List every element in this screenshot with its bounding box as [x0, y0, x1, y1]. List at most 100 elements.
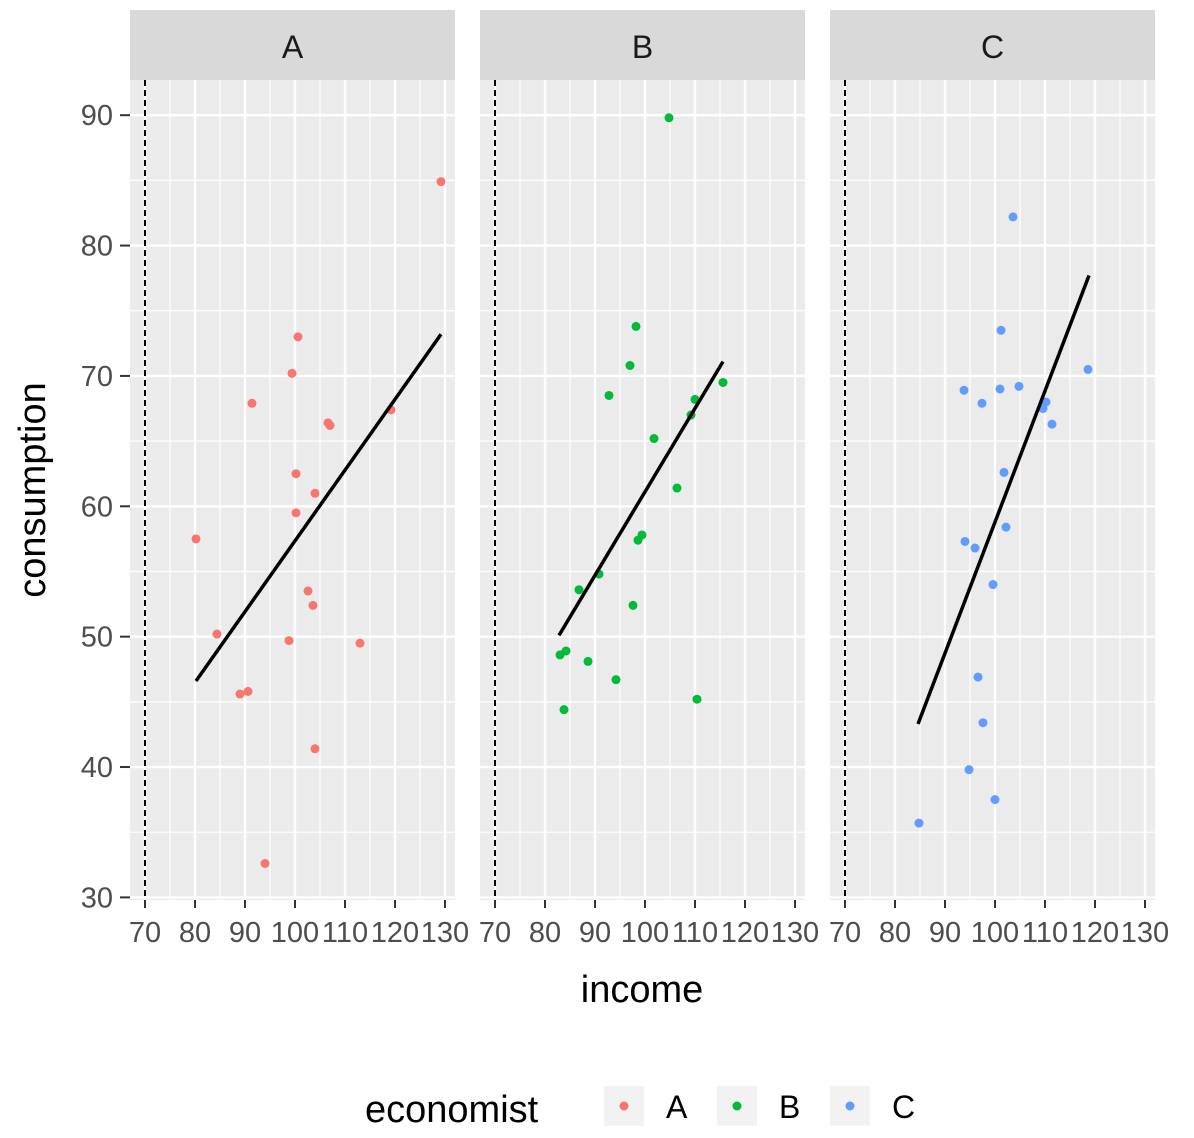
x-tick-label: 80	[179, 917, 211, 949]
panel-C: C 70 80 90 100 110 120 130	[829, 10, 1169, 949]
data-point	[291, 469, 301, 479]
data-point	[1047, 419, 1057, 429]
x-tick-label: 110	[1022, 917, 1068, 949]
x-tick-label: 70	[829, 917, 861, 949]
data-point	[260, 858, 270, 868]
data-point	[973, 672, 983, 682]
legend-key-point	[845, 1101, 855, 1111]
legend-label: B	[779, 1089, 800, 1125]
x-tick-label: 80	[879, 917, 911, 949]
data-point	[633, 535, 643, 545]
data-point	[212, 629, 222, 639]
x-tick-label: 120	[1071, 917, 1119, 949]
y-tick-label: 30	[81, 882, 113, 914]
data-point	[303, 586, 313, 596]
data-point	[1083, 364, 1093, 374]
legend-key-point	[732, 1101, 742, 1111]
x-tick-label: 90	[929, 917, 961, 949]
x-tick-label: 120	[721, 917, 769, 949]
legend-key-point	[619, 1101, 629, 1111]
data-point	[959, 385, 969, 395]
data-point	[574, 585, 584, 595]
data-point	[988, 580, 998, 590]
data-point	[672, 483, 682, 493]
x-tick-label: 130	[1121, 917, 1169, 949]
data-point	[191, 534, 201, 544]
x-tick-label: 130	[421, 917, 469, 949]
x-tick-label: 70	[479, 917, 511, 949]
y-tick-label: 80	[81, 231, 113, 263]
facet-strip	[130, 10, 455, 80]
data-point	[996, 325, 1006, 335]
panel-A: A 70 80 90 100 110 120 130	[129, 10, 469, 949]
regression-line	[557, 360, 725, 637]
data-point	[978, 718, 988, 728]
y-tick-label: 40	[81, 752, 113, 784]
y-axis: 30 40 50 60 70 80 90	[81, 100, 130, 914]
panel-background	[830, 80, 1155, 900]
data-point	[436, 177, 446, 187]
facet-strip	[830, 10, 1155, 80]
data-point	[692, 694, 702, 704]
data-point	[561, 646, 571, 656]
x-tick-label: 70	[129, 917, 161, 949]
x-tick-label: 100	[621, 917, 669, 949]
y-tick-label: 50	[81, 622, 113, 654]
data-point	[611, 675, 621, 685]
data-point	[625, 361, 635, 371]
data-point	[235, 689, 245, 699]
x-tick-label: 130	[771, 917, 819, 949]
data-point	[1001, 522, 1011, 532]
data-point	[1008, 212, 1018, 222]
data-point	[631, 321, 641, 331]
data-point	[310, 744, 320, 754]
legend-title: economist	[365, 1089, 539, 1131]
data-point	[964, 765, 974, 775]
data-point	[970, 543, 980, 553]
x-axis-title: income	[581, 969, 704, 1011]
x-tick-label: 90	[229, 917, 261, 949]
x-tick-label: 100	[971, 917, 1019, 949]
data-point	[995, 384, 1005, 394]
data-point	[649, 434, 659, 444]
data-point	[287, 368, 297, 378]
data-point	[310, 488, 320, 498]
data-point	[355, 638, 365, 648]
data-point	[664, 113, 674, 123]
regression-line	[194, 333, 443, 682]
x-tick-label: 110	[322, 917, 368, 949]
data-point	[247, 398, 257, 408]
y-tick-label: 70	[81, 361, 113, 393]
x-tick-label: 80	[529, 917, 561, 949]
facet-strip	[480, 10, 805, 80]
data-point	[604, 390, 614, 400]
panel-background	[130, 80, 455, 900]
legend-label: A	[666, 1089, 688, 1125]
x-tick-label: 90	[579, 917, 611, 949]
data-point	[284, 636, 294, 646]
data-point	[628, 600, 638, 610]
regression-line	[916, 274, 1091, 725]
data-point	[990, 795, 1000, 805]
legend-label: C	[892, 1089, 915, 1125]
x-tick-label: 120	[371, 917, 419, 949]
data-point	[914, 818, 924, 828]
data-point	[583, 656, 593, 666]
legend: economist A B C	[365, 1086, 915, 1131]
data-point	[293, 332, 303, 342]
panel-background	[480, 80, 805, 900]
y-tick-label: 60	[81, 491, 113, 523]
data-point	[243, 686, 253, 696]
data-point	[308, 600, 318, 610]
facet-strip-label: A	[282, 29, 304, 65]
data-point	[718, 377, 728, 387]
facet-strip-label: B	[632, 29, 653, 65]
data-point	[977, 398, 987, 408]
data-point	[325, 420, 335, 430]
data-point	[999, 467, 1009, 477]
data-point	[291, 508, 301, 518]
y-axis-title: consumption	[12, 382, 54, 597]
x-tick-label: 100	[271, 917, 319, 949]
data-point	[559, 705, 569, 715]
